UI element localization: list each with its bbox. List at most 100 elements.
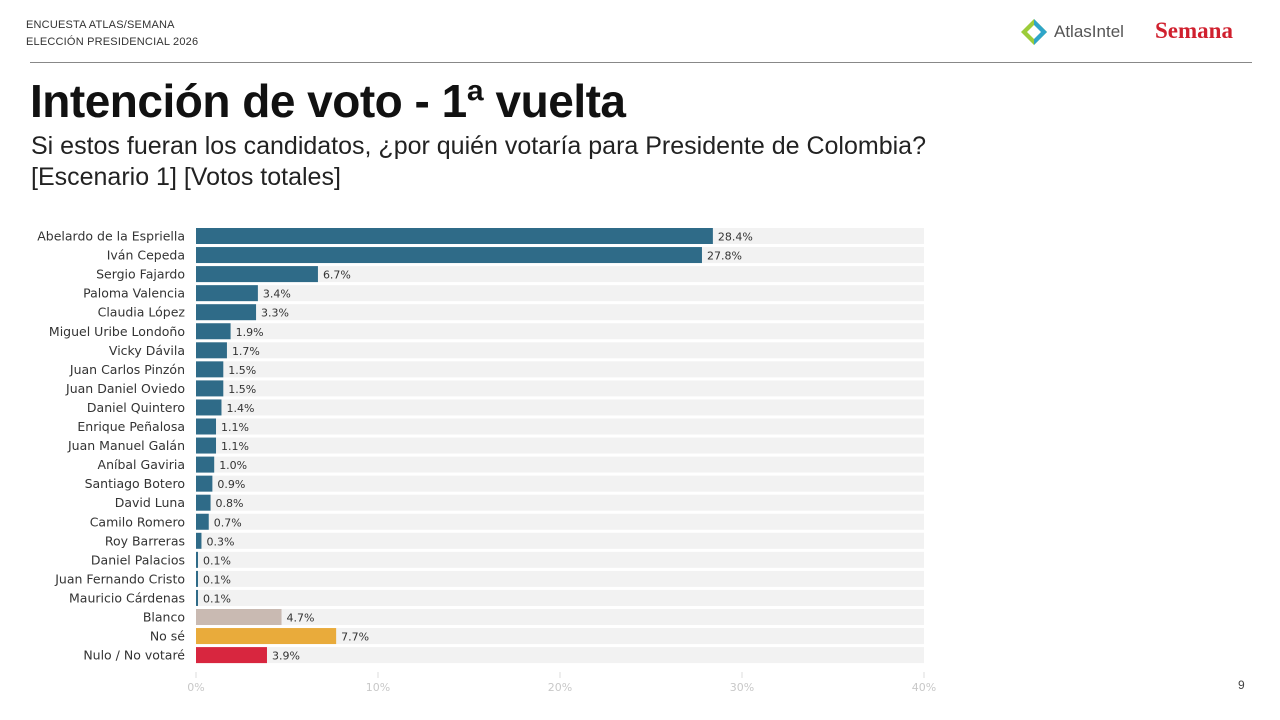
- survey-name: ENCUESTA ATLAS/SEMANA: [26, 19, 175, 31]
- category-label: David Luna: [115, 495, 185, 510]
- bar: [196, 494, 211, 511]
- data-label: 3.4%: [263, 288, 291, 301]
- data-label: 1.1%: [221, 421, 249, 434]
- data-label: 0.7%: [214, 516, 242, 529]
- question-text: Si estos fueran los candidatos, ¿por qui…: [31, 132, 926, 160]
- bar-track: [196, 494, 924, 511]
- bar: [196, 228, 713, 244]
- atlasintel-logo: AtlasIntel: [1020, 18, 1124, 46]
- bar-track: [196, 609, 924, 625]
- category-label: Enrique Peñalosa: [77, 419, 185, 434]
- category-label: Abelardo de la Espriella: [37, 229, 185, 244]
- data-label: 1.4%: [226, 402, 254, 415]
- category-label: Juan Manuel Galán: [67, 438, 185, 453]
- data-label: 27.8%: [707, 250, 742, 263]
- category-label: Juan Fernando Cristo: [54, 571, 185, 586]
- category-label: Sergio Fajardo: [96, 267, 185, 282]
- bar-track: [196, 399, 924, 416]
- bar-track: [196, 475, 924, 492]
- bar: [196, 589, 198, 606]
- bar: [196, 323, 231, 340]
- bar: [196, 247, 702, 264]
- category-label: Juan Daniel Oviedo: [65, 381, 185, 396]
- bar-track: [196, 513, 924, 530]
- data-label: 0.1%: [203, 592, 231, 605]
- category-label: Vicky Dávila: [109, 343, 185, 358]
- bar: [196, 570, 198, 587]
- data-label: 0.1%: [203, 573, 231, 586]
- data-label: 1.1%: [221, 440, 249, 453]
- bar: [196, 628, 337, 645]
- scenario-text: [Escenario 1] [Votos totales]: [31, 163, 341, 191]
- category-label: Paloma Valencia: [83, 286, 185, 301]
- data-label: 3.3%: [261, 307, 289, 320]
- category-label: Daniel Palacios: [91, 552, 185, 567]
- data-label: 1.0%: [219, 459, 247, 472]
- data-label: 7.7%: [341, 631, 369, 644]
- election-name: ELECCIÓN PRESIDENCIAL 2026: [26, 36, 199, 48]
- data-label: 1.5%: [228, 364, 256, 377]
- bar: [196, 647, 267, 664]
- bar: [196, 532, 202, 549]
- category-label: Claudia López: [98, 305, 186, 320]
- page-subtitle: Si estos fueran los candidatos, ¿por qui…: [31, 131, 926, 193]
- bar: [196, 437, 217, 454]
- category-label: Iván Cepeda: [107, 248, 185, 263]
- category-label: Nulo / No votaré: [83, 648, 185, 663]
- bar: [196, 475, 213, 492]
- bar-track: [196, 628, 924, 645]
- bar-track: [196, 589, 924, 606]
- data-label: 0.1%: [203, 554, 231, 567]
- category-label: Santiago Botero: [85, 476, 185, 491]
- x-tick-label: 10%: [366, 681, 390, 694]
- bar-track: [196, 570, 924, 587]
- bar-track: [196, 361, 924, 378]
- x-tick-label: 30%: [730, 681, 754, 694]
- data-label: 3.9%: [272, 650, 300, 663]
- data-label: 0.9%: [217, 478, 245, 491]
- category-label: Camilo Romero: [90, 514, 185, 529]
- bar: [196, 342, 227, 359]
- bar: [196, 551, 198, 568]
- bar-track: [196, 285, 924, 302]
- bar-track: [196, 342, 924, 359]
- data-label: 28.4%: [718, 231, 753, 244]
- data-label: 0.8%: [216, 497, 244, 510]
- category-label: Aníbal Gaviria: [98, 457, 185, 472]
- category-label: Juan Carlos Pinzón: [69, 362, 185, 377]
- category-label: Blanco: [143, 610, 185, 625]
- data-label: 4.7%: [287, 612, 315, 625]
- bar: [196, 304, 257, 321]
- bar: [196, 399, 222, 416]
- bar-track: [196, 647, 924, 664]
- bar: [196, 456, 215, 473]
- bar-track: [196, 380, 924, 397]
- data-label: 0.3%: [206, 535, 234, 548]
- bar-track: [196, 323, 924, 340]
- bar-track: [196, 266, 924, 283]
- page-title: Intención de voto - 1ª vuelta: [30, 75, 626, 127]
- x-tick-label: 40%: [912, 681, 936, 694]
- bar-track: [196, 418, 924, 435]
- bar: [196, 418, 217, 435]
- data-label: 1.5%: [228, 383, 256, 396]
- survey-header: ENCUESTA ATLAS/SEMANA ELECCIÓN PRESIDENC…: [26, 17, 198, 51]
- bar-track: [196, 551, 924, 568]
- category-label: Roy Barreras: [105, 533, 185, 548]
- category-label: Daniel Quintero: [87, 400, 185, 415]
- bar: [196, 361, 224, 378]
- atlasintel-diamond-icon: [1021, 19, 1047, 45]
- bar-track: [196, 437, 924, 454]
- data-label: 1.7%: [232, 345, 260, 358]
- bar: [196, 285, 258, 302]
- bar-track: [196, 532, 924, 549]
- bar-track: [196, 456, 924, 473]
- bar: [196, 513, 209, 530]
- x-tick-label: 0%: [187, 681, 204, 694]
- atlasintel-logo-text: AtlasIntel: [1054, 22, 1124, 41]
- bar: [196, 609, 282, 625]
- category-label: Mauricio Cárdenas: [69, 590, 185, 605]
- category-label: Miguel Uribe Londoño: [49, 324, 185, 339]
- category-label: No sé: [150, 629, 185, 644]
